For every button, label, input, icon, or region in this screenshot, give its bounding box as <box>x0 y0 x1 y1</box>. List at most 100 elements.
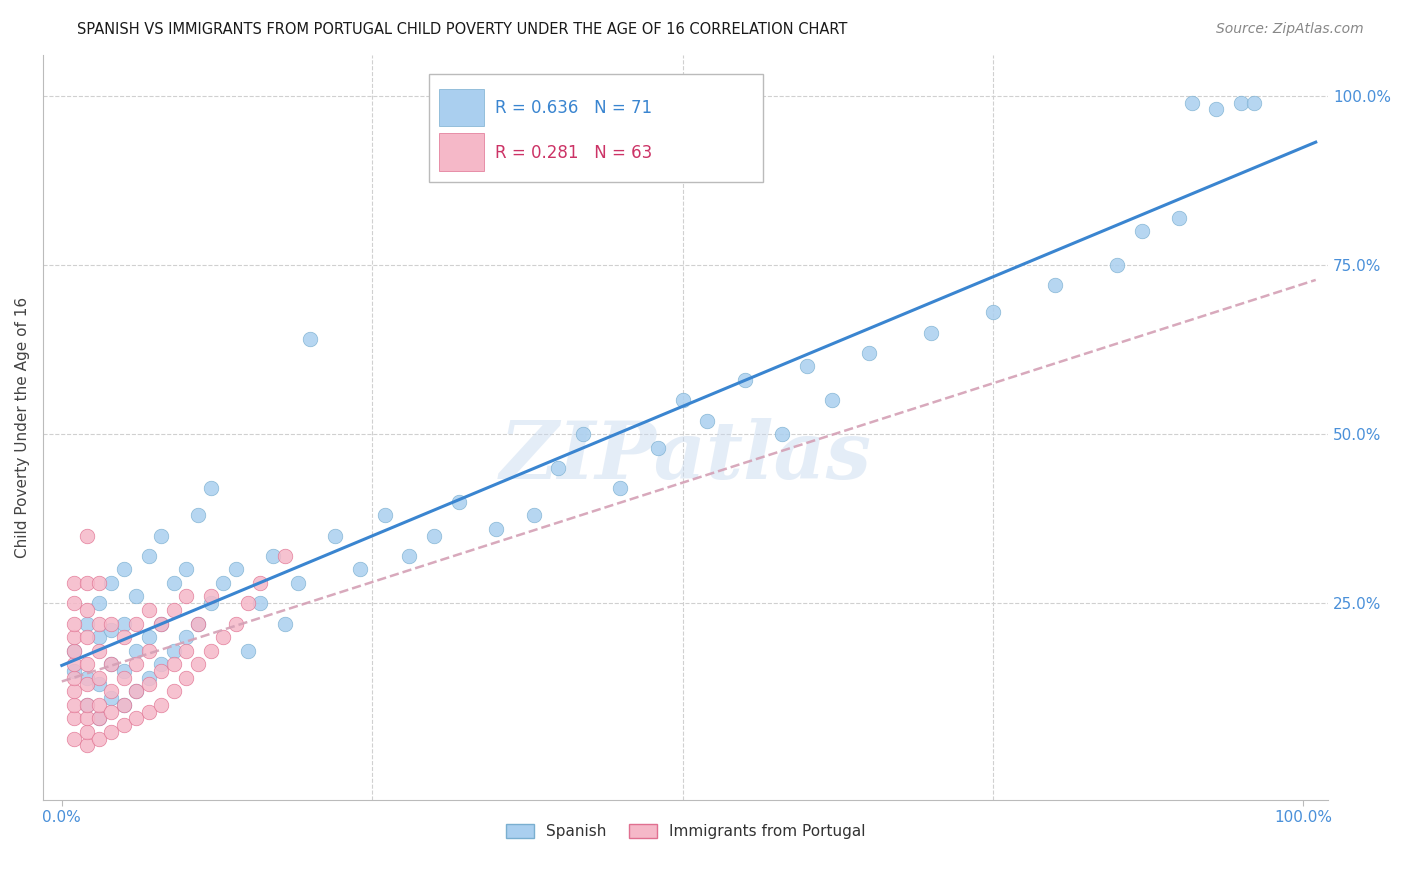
Text: R = 0.281   N = 63: R = 0.281 N = 63 <box>495 144 652 161</box>
Point <box>920 326 942 340</box>
Point <box>76 677 98 691</box>
Point <box>187 508 209 523</box>
Point <box>100 657 122 672</box>
Point <box>76 603 98 617</box>
Point <box>212 630 235 644</box>
Point <box>138 603 160 617</box>
Point <box>76 698 98 712</box>
Point <box>87 596 110 610</box>
Point <box>63 576 86 591</box>
Point <box>1243 95 1265 110</box>
Point <box>1230 95 1253 110</box>
Point <box>174 630 197 644</box>
Point <box>287 576 309 591</box>
Point <box>138 705 160 719</box>
Point <box>200 481 222 495</box>
Point <box>162 657 184 672</box>
Point <box>200 596 222 610</box>
Point <box>76 630 98 644</box>
Point <box>187 657 209 672</box>
Point <box>274 616 297 631</box>
Point <box>572 427 595 442</box>
Point <box>236 596 259 610</box>
Point <box>696 413 718 427</box>
Point <box>76 528 98 542</box>
Point <box>76 698 98 712</box>
Point <box>609 481 631 495</box>
Point <box>63 643 86 657</box>
Point <box>112 698 135 712</box>
Point <box>138 630 160 644</box>
Point <box>770 427 793 442</box>
Point <box>76 671 98 685</box>
Point <box>87 643 110 657</box>
Point <box>485 522 508 536</box>
Point <box>125 657 148 672</box>
Point <box>63 643 86 657</box>
Point <box>138 677 160 691</box>
Point <box>249 596 271 610</box>
Point <box>63 731 86 746</box>
Point <box>150 664 173 678</box>
Point <box>671 393 693 408</box>
Point <box>76 724 98 739</box>
Point <box>1043 278 1066 293</box>
Point <box>63 671 86 685</box>
Point <box>100 724 122 739</box>
Point <box>138 643 160 657</box>
Point <box>820 393 842 408</box>
Point <box>100 705 122 719</box>
Point <box>87 576 110 591</box>
Point <box>547 461 569 475</box>
Point <box>162 684 184 698</box>
Point <box>138 671 160 685</box>
Point <box>150 616 173 631</box>
Point <box>112 562 135 576</box>
Legend: Spanish, Immigrants from Portugal: Spanish, Immigrants from Portugal <box>501 818 872 846</box>
Point <box>374 508 396 523</box>
Point <box>63 630 86 644</box>
Point <box>174 590 197 604</box>
Text: SPANISH VS IMMIGRANTS FROM PORTUGAL CHILD POVERTY UNDER THE AGE OF 16 CORRELATIO: SPANISH VS IMMIGRANTS FROM PORTUGAL CHIL… <box>77 22 848 37</box>
Point <box>150 657 173 672</box>
Point <box>187 616 209 631</box>
Point <box>76 657 98 672</box>
Point <box>125 590 148 604</box>
Point <box>858 346 880 360</box>
Point <box>1168 211 1191 225</box>
Point <box>100 657 122 672</box>
Point <box>87 671 110 685</box>
Point <box>125 711 148 725</box>
Point <box>63 684 86 698</box>
Point <box>63 616 86 631</box>
Point <box>187 616 209 631</box>
Point <box>262 549 284 563</box>
FancyBboxPatch shape <box>429 74 763 182</box>
Point <box>87 630 110 644</box>
Text: R = 0.636   N = 71: R = 0.636 N = 71 <box>495 99 652 117</box>
Point <box>87 698 110 712</box>
Point <box>225 616 247 631</box>
Point <box>100 684 122 698</box>
Point <box>125 684 148 698</box>
Point <box>112 698 135 712</box>
Point <box>87 711 110 725</box>
Point <box>112 671 135 685</box>
Point <box>734 373 756 387</box>
Point <box>76 711 98 725</box>
Point <box>63 698 86 712</box>
Point <box>76 739 98 753</box>
Point <box>174 671 197 685</box>
Point <box>63 657 86 672</box>
Point <box>100 576 122 591</box>
Point <box>100 616 122 631</box>
Point <box>125 643 148 657</box>
Point <box>112 664 135 678</box>
Text: Source: ZipAtlas.com: Source: ZipAtlas.com <box>1216 22 1364 37</box>
Point <box>87 616 110 631</box>
Point <box>150 698 173 712</box>
Point <box>100 691 122 706</box>
Point <box>200 590 222 604</box>
Point <box>162 576 184 591</box>
Point <box>150 616 173 631</box>
